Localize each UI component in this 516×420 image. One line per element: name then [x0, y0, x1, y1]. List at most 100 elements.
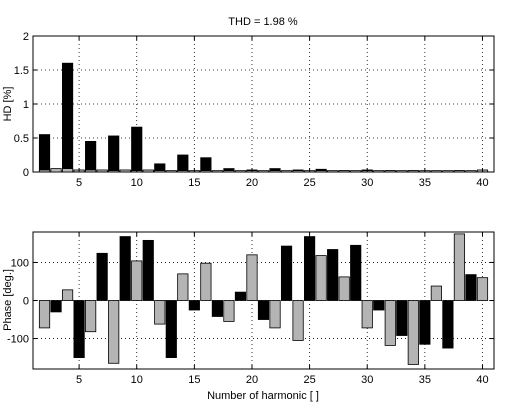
hd-bar — [61, 62, 74, 173]
hd-bar — [85, 169, 97, 173]
phase-bar — [177, 273, 189, 301]
hd-bar — [108, 170, 120, 173]
hd-bar — [96, 169, 108, 173]
hd-bar — [315, 170, 327, 173]
phase-bar — [165, 300, 177, 358]
phase-plot: 5 10 15 20 25 30 35 40 -100 0 100 Phase [deg.] Num… — [2, 231, 495, 402]
phase-bar — [85, 300, 97, 333]
phase-xtick-label: 10 — [131, 374, 143, 386]
phase-bar — [131, 260, 143, 301]
phase-bars — [38, 233, 489, 365]
phase-bar — [50, 300, 62, 313]
phase-bar — [407, 300, 419, 365]
phase-bar — [384, 300, 396, 346]
phase-bar — [96, 252, 108, 301]
hd-bar — [280, 170, 293, 173]
hd-bar — [211, 170, 223, 173]
hd-bar — [442, 170, 454, 173]
phase-bar — [269, 300, 281, 329]
phase-bar — [476, 277, 489, 301]
hd-plot-title: THD = 1.98 % — [228, 16, 298, 28]
phase-bar — [211, 300, 223, 317]
phase-bar — [108, 300, 120, 364]
phase-bar — [338, 276, 350, 301]
hd-bar — [257, 170, 270, 173]
hd-bar — [269, 170, 281, 173]
hd-xtick-label: 35 — [419, 177, 431, 189]
phase-bar — [304, 236, 316, 301]
phase-ytick-label: -100 — [7, 334, 29, 346]
phase-bar — [430, 285, 442, 301]
hd-xtick-label: 20 — [246, 177, 258, 189]
hd-bar — [292, 170, 304, 173]
hd-bar — [430, 170, 442, 173]
hd-grid — [33, 35, 494, 173]
phase-bar — [246, 254, 258, 301]
phase-bar — [154, 300, 166, 325]
phase-bar — [373, 300, 385, 311]
phase-xtick-label: 5 — [76, 374, 82, 386]
hd-xtick-label: 10 — [131, 177, 143, 189]
hd-bar — [373, 170, 385, 173]
phase-bar — [419, 300, 431, 345]
phase-bar — [315, 255, 327, 301]
hd-bar — [119, 169, 131, 173]
hd-bar — [200, 170, 212, 173]
phase-x-axis-label: Number of harmonic [ ] — [207, 390, 319, 402]
hd-bar — [154, 170, 166, 173]
hd-bar — [38, 134, 51, 173]
hd-bar — [142, 169, 154, 173]
hd-bar — [38, 169, 51, 173]
hd-bar — [108, 135, 120, 173]
phase-bar — [327, 249, 339, 301]
hd-xtick-label: 25 — [303, 177, 315, 189]
hd-ytick-label: 0 — [23, 167, 29, 179]
phase-ytick-label: 0 — [23, 296, 29, 308]
phase-xtick-label: 15 — [188, 374, 200, 386]
hd-bar — [177, 170, 189, 173]
hd-bar — [223, 170, 235, 173]
hd-bar — [396, 170, 408, 173]
phase-bar — [38, 300, 51, 329]
phase-ticks: 5 10 15 20 25 30 35 40 -100 0 100 — [7, 232, 494, 386]
hd-xtick-label: 30 — [361, 177, 373, 189]
hd-xtick-label: 5 — [76, 177, 82, 189]
phase-xtick-label: 25 — [303, 374, 315, 386]
phase-bar — [188, 300, 200, 311]
phase-bar — [280, 245, 293, 301]
hd-xtick-label: 15 — [188, 177, 200, 189]
hd-ytick-label: 0.5 — [14, 133, 29, 145]
hd-ytick-label: 1.5 — [14, 65, 29, 77]
hd-bar — [350, 170, 362, 173]
hd-bar — [85, 140, 97, 173]
hd-xtick-label: 40 — [476, 177, 488, 189]
phase-bar — [119, 236, 131, 301]
hd-plot: 5 10 15 20 25 30 35 40 0 0.5 1 1.5 2 THD = 1.98 % HD… — [2, 16, 495, 189]
phase-bar — [142, 239, 154, 301]
hd-bar — [327, 170, 339, 173]
phase-bar — [350, 244, 362, 301]
phase-y-axis-label: Phase [deg.] — [2, 269, 14, 331]
hd-bar — [61, 168, 74, 173]
phase-ytick-label: 100 — [11, 257, 29, 269]
hd-bar — [165, 170, 177, 173]
hd-bar — [453, 170, 466, 173]
hd-bar — [465, 170, 477, 173]
phase-bar — [442, 300, 454, 349]
hd-bar — [200, 157, 212, 173]
hd-ticks: 5 10 15 20 25 30 35 40 0 0.5 1 1.5 2 — [14, 31, 494, 189]
hd-bar — [407, 170, 419, 173]
hd-bar — [384, 170, 396, 173]
phase-bar — [223, 300, 235, 322]
hd-bar — [338, 170, 350, 173]
hd-ytick-label: 2 — [23, 31, 29, 43]
hd-bar — [234, 170, 247, 173]
phase-bar — [234, 291, 247, 301]
phase-xtick-label: 20 — [246, 374, 258, 386]
hd-bar — [131, 126, 143, 173]
phase-bar — [361, 300, 373, 329]
phase-bar — [465, 274, 477, 301]
phase-bar — [200, 262, 212, 301]
hd-ytick-label: 1 — [23, 99, 29, 111]
phase-xtick-label: 35 — [419, 374, 431, 386]
